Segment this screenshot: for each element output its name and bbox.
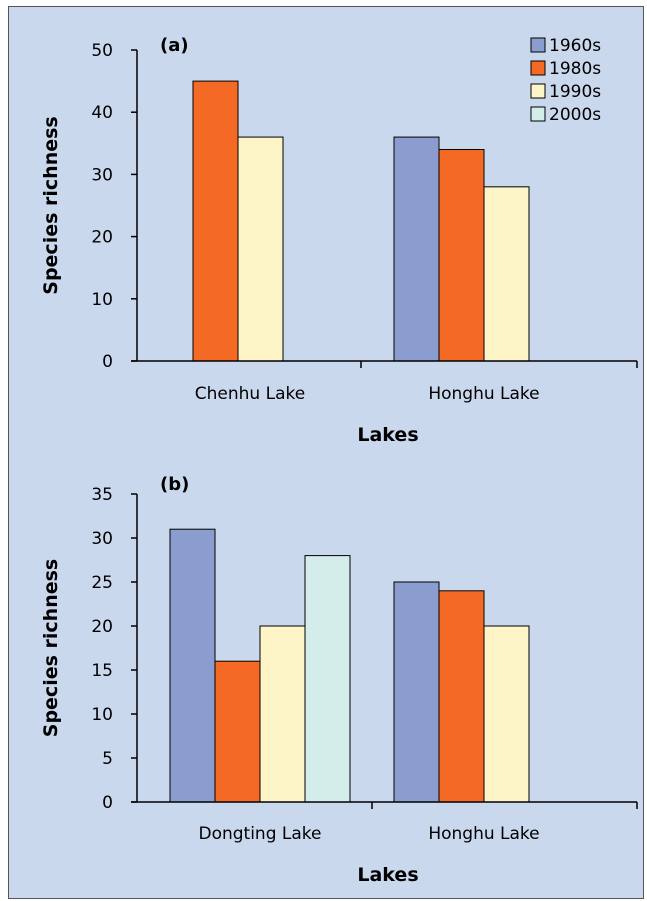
y-tick-label: 50 xyxy=(91,41,113,61)
bar-2000s-dongting-lake xyxy=(304,555,351,803)
x-axis-title: Lakes xyxy=(357,864,418,886)
bar-1980s-honghu-lake xyxy=(438,149,485,362)
chart-panel-b: 0 5 10 15 20 25 30 35 Dongting Lake Honghu Lake La… xyxy=(40,474,638,886)
y-axis-title: Species richness xyxy=(40,116,62,294)
y-tick-label: 10 xyxy=(91,705,113,725)
y-axis-title: Species richness xyxy=(40,559,62,737)
y-tick-label: 0 xyxy=(102,793,113,813)
x-category-label: Honghu Lake xyxy=(428,384,539,404)
x-axis-title: Lakes xyxy=(357,424,418,446)
y-tick-label: 35 xyxy=(91,485,113,505)
legend-swatch-2000s xyxy=(530,106,546,122)
bar-1960s-honghu-lake xyxy=(393,136,440,362)
y-tick-label: 30 xyxy=(91,529,113,549)
bar-1990s-dongting-lake xyxy=(259,625,306,803)
legend-label-1980s: 1980s xyxy=(549,59,601,79)
x-category-label: Honghu Lake xyxy=(428,824,539,844)
y-tick-label: 30 xyxy=(91,165,113,185)
y-tick-label: 10 xyxy=(91,290,113,310)
legend-swatch-1980s xyxy=(530,60,546,76)
legend-swatch-1960s xyxy=(530,37,546,53)
bar-1990s-honghu-lake xyxy=(483,625,530,803)
bar-1990s-honghu-lake xyxy=(483,186,530,362)
y-tick-label: 20 xyxy=(91,228,113,248)
y-tick-label: 25 xyxy=(91,573,113,593)
bar-1980s-chenhu-lake xyxy=(192,80,239,362)
panel-label: (b) xyxy=(160,474,189,495)
y-tick-label: 15 xyxy=(91,661,113,681)
legend-swatch-1990s xyxy=(530,83,546,99)
y-tick-label: 0 xyxy=(102,352,113,372)
chart-panel-a: 0 10 20 30 40 50 Chenhu Lake Honghu Lake Lakes Sp… xyxy=(40,35,638,446)
x-category-label: Chenhu Lake xyxy=(195,384,305,404)
y-tick-label: 40 xyxy=(91,103,113,123)
y-tick-label: 20 xyxy=(91,617,113,637)
bar-1980s-honghu-lake xyxy=(438,590,485,803)
legend-label-1990s: 1990s xyxy=(549,82,601,102)
x-category-label: Dongting Lake xyxy=(198,824,321,844)
panel-label: (a) xyxy=(160,35,189,56)
bar-1980s-dongting-lake xyxy=(214,660,261,803)
legend-label-2000s: 2000s xyxy=(549,105,601,125)
bar-1960s-dongting-lake xyxy=(169,528,216,803)
chart-legend: 1960s 1980s 1990s 2000s xyxy=(530,36,601,125)
y-tick-label: 5 xyxy=(102,749,113,769)
bar-1960s-honghu-lake xyxy=(393,581,440,803)
legend-label-1960s: 1960s xyxy=(549,36,601,56)
bar-1990s-chenhu-lake xyxy=(237,136,284,362)
